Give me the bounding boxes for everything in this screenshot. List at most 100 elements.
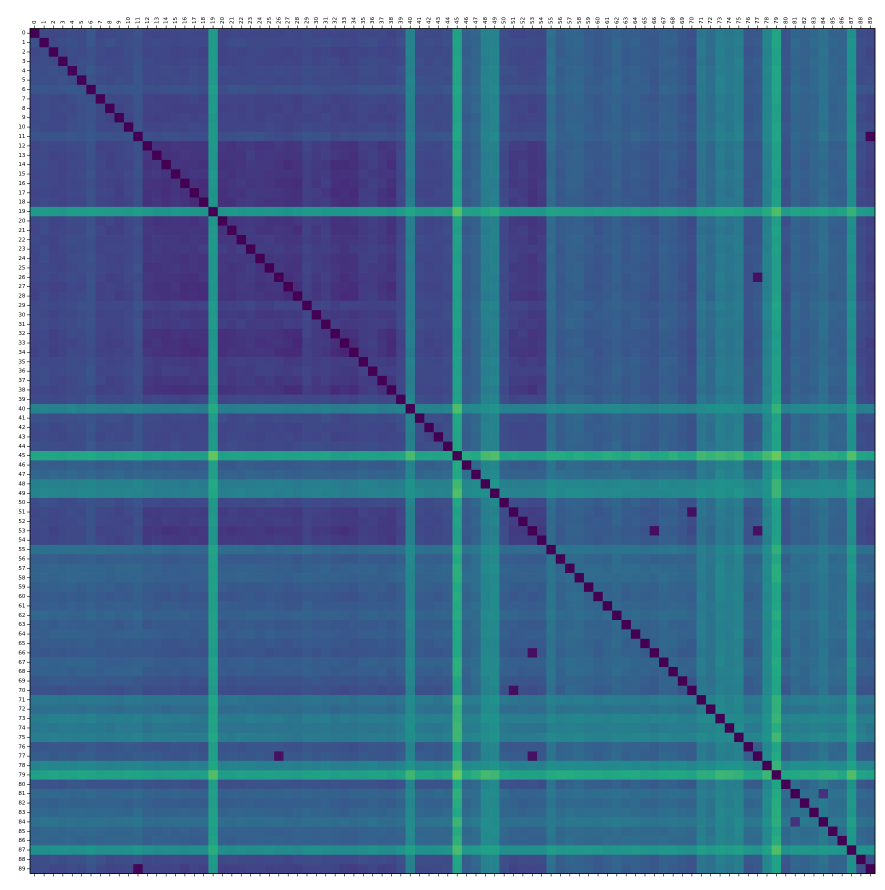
heatmap-cell — [706, 47, 716, 58]
heatmap-cell — [546, 169, 557, 180]
heatmap-cell — [537, 357, 547, 367]
heatmap-cell — [39, 347, 50, 358]
heatmap-cell — [349, 47, 359, 58]
heatmap-cell — [39, 66, 50, 76]
heatmap-cell — [123, 422, 134, 433]
heatmap-cell — [696, 497, 707, 508]
heatmap-cell — [217, 159, 228, 170]
heatmap-cell — [518, 451, 528, 461]
heatmap-cell — [640, 56, 651, 67]
heatmap-cell — [30, 526, 40, 536]
heatmap-cell — [565, 56, 575, 67]
heatmap-cell — [283, 375, 294, 386]
heatmap-cell — [217, 94, 228, 104]
heatmap-cell — [330, 28, 341, 39]
heatmap-cell — [199, 197, 209, 208]
heatmap-cell — [105, 347, 115, 358]
heatmap-cell — [527, 300, 538, 311]
heatmap-cell — [752, 282, 763, 292]
heatmap-cell — [227, 469, 237, 480]
heatmap-cell — [48, 66, 59, 76]
heatmap-cell — [443, 244, 453, 255]
heatmap-cell — [424, 385, 435, 396]
heatmap-cell — [292, 451, 303, 461]
heatmap-cell — [508, 507, 519, 518]
heatmap-cell — [724, 263, 735, 273]
heatmap-cell — [583, 469, 594, 480]
heatmap-cell — [715, 469, 726, 480]
heatmap-cell — [358, 535, 369, 546]
heatmap-cell — [846, 272, 857, 283]
heatmap-cell — [499, 103, 510, 114]
heatmap-cell — [574, 357, 585, 367]
heatmap-cell — [58, 66, 68, 76]
heatmap-cell — [574, 188, 585, 198]
heatmap-cell — [574, 197, 585, 208]
heatmap-cell — [518, 535, 528, 546]
heatmap-cell — [321, 507, 331, 518]
heatmap-cell — [86, 263, 97, 273]
heatmap-cell — [743, 507, 754, 518]
heatmap-cell — [809, 272, 820, 283]
heatmap-cell — [396, 244, 406, 255]
heatmap-cell — [358, 488, 369, 499]
heatmap-cell — [274, 253, 284, 264]
heatmap-cell — [724, 291, 735, 302]
heatmap-cell — [58, 131, 68, 142]
heatmap-cell — [856, 357, 866, 367]
heatmap-cell — [358, 516, 369, 527]
heatmap-cell — [396, 404, 406, 414]
heatmap-cell — [443, 497, 453, 508]
heatmap-cell — [39, 282, 50, 292]
heatmap-cell — [414, 122, 425, 133]
heatmap-cell — [706, 451, 716, 461]
heatmap-cell — [846, 150, 857, 161]
heatmap-cell — [227, 66, 237, 76]
heatmap-cell — [546, 216, 557, 227]
heatmap-cell — [846, 535, 857, 546]
heatmap-cell — [227, 422, 237, 433]
heatmap-cell — [368, 141, 378, 151]
heatmap-cell — [499, 244, 510, 255]
heatmap-cell — [236, 375, 247, 386]
heatmap-cell — [292, 56, 303, 67]
heatmap-cell — [152, 206, 162, 217]
heatmap-cell — [743, 375, 754, 386]
heatmap-cell — [443, 84, 453, 95]
heatmap-cell — [424, 178, 435, 189]
heatmap-cell — [471, 28, 482, 39]
heatmap-cell — [799, 66, 810, 76]
heatmap-cell — [602, 300, 613, 311]
heatmap-cell — [659, 497, 669, 508]
heatmap-cell — [123, 497, 134, 508]
heatmap-cell — [330, 66, 341, 76]
heatmap-cell — [537, 150, 547, 161]
heatmap-cell — [461, 310, 472, 320]
heatmap-cell — [48, 197, 59, 208]
heatmap-cell — [30, 84, 40, 95]
heatmap-cell — [264, 375, 275, 386]
heatmap-cell — [677, 216, 688, 227]
heatmap-cell — [133, 526, 144, 536]
heatmap-cell — [630, 159, 641, 170]
heatmap-cell — [809, 328, 820, 339]
heatmap-cell — [518, 300, 528, 311]
heatmap-cell — [752, 460, 763, 471]
heatmap-cell — [67, 422, 78, 433]
heatmap-cell — [311, 413, 322, 424]
heatmap-cell — [818, 413, 829, 424]
heatmap-cell — [349, 497, 359, 508]
heatmap-cell — [630, 282, 641, 292]
heatmap-cell — [837, 479, 848, 489]
heatmap-cell — [58, 544, 68, 555]
heatmap-cell — [762, 131, 773, 142]
heatmap-cell — [715, 47, 726, 58]
heatmap-cell — [640, 338, 651, 349]
heatmap-cell — [771, 535, 782, 546]
heatmap-cell — [752, 347, 763, 358]
heatmap-cell — [414, 235, 425, 245]
heatmap-cell — [583, 422, 594, 433]
heatmap-cell — [274, 385, 284, 396]
heatmap-cell — [405, 282, 416, 292]
heatmap-cell — [743, 103, 754, 114]
